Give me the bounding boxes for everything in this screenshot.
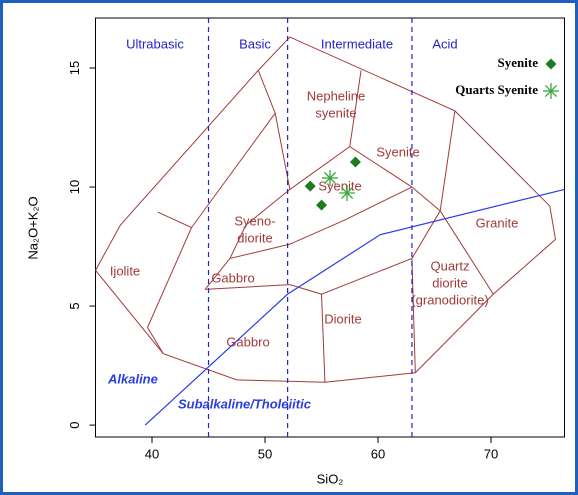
field-boundary	[204, 258, 231, 290]
x-tick-label: 60	[371, 446, 385, 461]
alkaline-label: Alkaline	[107, 371, 158, 386]
field-label: diorite	[432, 275, 467, 290]
diamond-point	[349, 156, 361, 168]
field-boundary	[411, 258, 416, 373]
field-boundary	[205, 257, 413, 295]
field-label: (granodiorite)	[411, 292, 488, 307]
legend-label: Syenite	[498, 55, 539, 70]
field-label: Gabbro	[226, 334, 269, 349]
field-label: Quartz	[430, 258, 469, 273]
field-label: Diorite	[324, 311, 362, 326]
y-tick-label: 0	[67, 421, 82, 428]
field-label: Nepheline	[307, 88, 366, 103]
field-label: Ijolite	[110, 263, 140, 278]
field-boundary	[321, 294, 326, 383]
diamond-point	[545, 58, 557, 70]
star-point	[339, 184, 356, 201]
field-label: Granite	[476, 215, 519, 230]
region-label: Basic	[239, 36, 271, 51]
field-boundary	[146, 211, 193, 354]
y-tick-label: 5	[67, 302, 82, 309]
field-boundary	[439, 110, 456, 211]
field-boundary	[349, 70, 362, 147]
diamond-point	[316, 199, 328, 211]
field-label: syenite	[315, 105, 356, 120]
field-label: Syenite	[376, 144, 419, 159]
star-point	[322, 169, 338, 186]
y-axis-label: Na₂O+K₂O	[25, 196, 40, 259]
x-tick-label: 40	[145, 446, 159, 461]
y-tick-label: 10	[67, 180, 82, 194]
region-label: Acid	[432, 36, 457, 51]
x-axis-label: SiO₂	[317, 471, 344, 486]
field-label: Syeno-	[234, 213, 275, 228]
field-boundary	[274, 113, 291, 190]
legend-label: Quarts Syenite	[455, 82, 538, 97]
field-boundary	[289, 145, 441, 212]
x-tick-label: 50	[258, 446, 272, 461]
star-stroke	[341, 186, 354, 200]
subalkaline-label: Subalkaline/Tholeiitic	[178, 396, 312, 411]
region-label: Intermediate	[321, 36, 393, 51]
plot-box	[95, 17, 565, 438]
star-point	[543, 83, 559, 99]
field-label: diorite	[237, 230, 272, 245]
alkaline-divider	[144, 188, 565, 426]
field-label: Syenite	[318, 178, 361, 193]
x-tick-label: 70	[484, 446, 498, 461]
diamond-point	[304, 180, 316, 192]
field-boundary	[229, 186, 413, 259]
field-boundary	[229, 189, 291, 259]
star-stroke	[323, 171, 337, 185]
y-tick-label: 15	[67, 61, 82, 75]
field-label: Gabbro	[211, 270, 254, 285]
region-label: Ultrabasic	[126, 36, 184, 51]
star-stroke	[544, 84, 558, 98]
